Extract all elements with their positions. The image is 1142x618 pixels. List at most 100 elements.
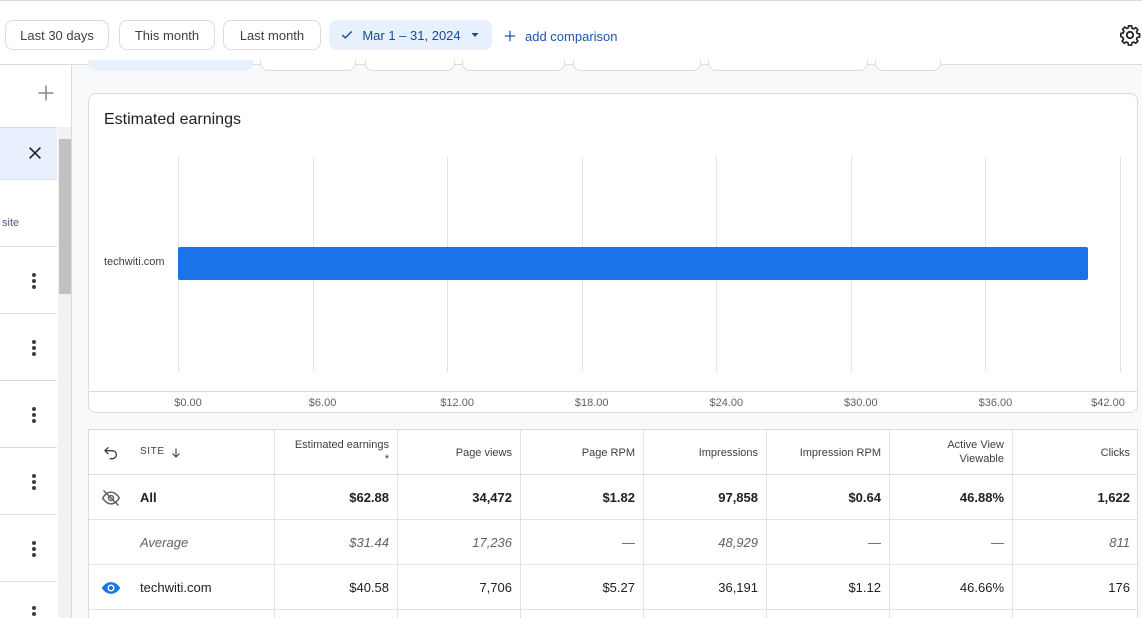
column-divider bbox=[889, 430, 890, 618]
filter-pill[interactable] bbox=[260, 60, 356, 71]
cell-page-views: 7,706 bbox=[479, 580, 512, 595]
chart-title: Estimated earnings bbox=[104, 111, 241, 128]
sidebar-row bbox=[0, 581, 57, 582]
y-category-label: techwiti.com bbox=[104, 256, 165, 268]
x-tick-label: $0.00 bbox=[174, 397, 202, 409]
filter-pill[interactable] bbox=[573, 60, 701, 71]
more-vert-icon[interactable] bbox=[32, 273, 36, 291]
cell-page-rpm: $1.82 bbox=[602, 490, 635, 505]
site-name[interactable]: All bbox=[140, 490, 157, 505]
column-divider bbox=[520, 430, 521, 618]
cell-page-views: 17,236 bbox=[472, 535, 512, 550]
column-divider bbox=[1012, 430, 1013, 618]
caret-down-icon bbox=[471, 33, 479, 37]
filter-pill[interactable] bbox=[708, 60, 868, 71]
more-vert-icon[interactable] bbox=[32, 340, 36, 358]
cell-clicks: 811 bbox=[1109, 535, 1130, 550]
filter-pill[interactable] bbox=[365, 60, 455, 71]
add-comparison-label: add comparison bbox=[525, 28, 618, 44]
site-name[interactable]: techwiti.com bbox=[140, 580, 212, 595]
cell-earnings: $40.58 bbox=[349, 580, 389, 595]
column-header-impressions[interactable]: Impressions bbox=[698, 447, 758, 459]
close-icon[interactable] bbox=[27, 145, 43, 161]
cell-impressions: 48,929 bbox=[718, 535, 758, 550]
column-header-page-rpm[interactable]: Page RPM bbox=[581, 447, 635, 459]
cell-earnings: $62.88 bbox=[349, 490, 389, 505]
cell-active-view: 46.88% bbox=[959, 490, 1004, 505]
more-vert-icon[interactable] bbox=[32, 606, 36, 618]
undo-icon[interactable] bbox=[103, 444, 119, 460]
column-header-page-views[interactable]: Page views bbox=[455, 447, 512, 459]
check-icon bbox=[342, 31, 353, 39]
more-vert-icon[interactable] bbox=[32, 474, 36, 492]
column-header-active-view-viewable[interactable]: Active View Viewable bbox=[894, 438, 1004, 466]
cell-active-view: — bbox=[991, 535, 1004, 550]
cell-page-rpm: $5.27 bbox=[602, 580, 635, 595]
add-comparison-button[interactable]: add comparison bbox=[503, 25, 618, 47]
sidebar-row bbox=[0, 514, 57, 515]
cell-page-views: 34,472 bbox=[472, 490, 512, 505]
visibility-off-icon[interactable] bbox=[101, 488, 121, 508]
x-tick-label: $6.00 bbox=[308, 397, 337, 409]
chip-last-month[interactable]: Last month bbox=[223, 20, 321, 50]
site-name: Average bbox=[140, 535, 189, 550]
chip-last-30-days[interactable]: Last 30 days bbox=[5, 20, 109, 50]
date-toolbar: Last 30 days This month Last month Mar 1… bbox=[0, 0, 1142, 65]
selected-date-range: Mar 1 – 31, 2024 bbox=[362, 27, 461, 43]
selected-panel-row[interactable] bbox=[0, 127, 57, 180]
chip-this-month[interactable]: This month bbox=[119, 20, 215, 50]
x-axis-baseline bbox=[89, 391, 1137, 392]
date-range-dropdown[interactable]: Mar 1 – 31, 2024 bbox=[329, 20, 492, 50]
x-tick-label: $30.00 bbox=[844, 397, 878, 409]
sidebar-row bbox=[0, 447, 57, 448]
x-tick-label: $36.00 bbox=[978, 397, 1013, 409]
visibility-icon[interactable] bbox=[101, 578, 121, 598]
sidebar-row bbox=[0, 313, 57, 314]
column-header-estimated-earnings[interactable]: Estimated earnings * bbox=[279, 438, 389, 466]
add-icon[interactable] bbox=[36, 83, 56, 103]
plus-icon bbox=[504, 30, 516, 42]
filter-pills-row bbox=[72, 60, 1142, 73]
x-tick-label: $18.00 bbox=[574, 397, 609, 409]
cell-impressions: 97,858 bbox=[718, 490, 758, 505]
arrow-down-icon[interactable] bbox=[170, 446, 182, 460]
settings-gear-icon[interactable] bbox=[1119, 24, 1141, 46]
sites-table: SITE Estimated earnings * Page views Pag… bbox=[88, 429, 1138, 618]
column-divider bbox=[766, 430, 767, 618]
filter-pill[interactable] bbox=[875, 60, 941, 71]
sidebar-row bbox=[0, 246, 57, 247]
cell-impression-rpm: $0.64 bbox=[848, 490, 881, 505]
cell-active-view: 46.66% bbox=[959, 580, 1004, 595]
column-divider bbox=[274, 430, 275, 618]
x-tick-label: $12.00 bbox=[440, 397, 474, 409]
more-vert-icon[interactable] bbox=[32, 407, 36, 425]
sidebar-site-label: site bbox=[2, 217, 20, 229]
scrollbar-thumb[interactable] bbox=[59, 139, 71, 294]
header-label: Active View bbox=[947, 439, 1004, 451]
table-header: SITE Estimated earnings * Page views Pag… bbox=[89, 430, 1137, 475]
cell-page-rpm: — bbox=[622, 535, 635, 550]
filter-pill[interactable] bbox=[462, 60, 565, 71]
sidebar-row bbox=[0, 380, 57, 381]
gridline bbox=[1120, 157, 1121, 372]
column-header-site[interactable]: SITE bbox=[140, 446, 165, 457]
bar-techwiti.com[interactable] bbox=[178, 247, 1089, 280]
cell-impressions: 36,191 bbox=[718, 580, 758, 595]
sidebar-scrollbar[interactable] bbox=[58, 127, 71, 618]
earnings-chart-card: Estimated earnings $0.00 $6.00 $12.00 $18.0… bbox=[88, 93, 1138, 413]
cell-clicks: 176 bbox=[1108, 580, 1130, 595]
x-tick-label: $42.00 bbox=[1091, 397, 1125, 409]
cell-impression-rpm: $1.12 bbox=[848, 580, 881, 595]
column-divider bbox=[643, 430, 644, 618]
cell-earnings: $31.44 bbox=[349, 535, 389, 550]
column-header-clicks[interactable]: Clicks bbox=[1100, 447, 1130, 459]
table-row-site: techwiti.com $40.58 7,706 $5.27 36,191 $… bbox=[89, 565, 1137, 610]
table-row-average: Average $31.44 17,236 — 48,929 — — 811 bbox=[89, 520, 1137, 565]
x-tick-label: $24.00 bbox=[709, 397, 744, 409]
column-header-impression-rpm[interactable]: Impression RPM bbox=[799, 447, 881, 459]
left-panel: site bbox=[0, 65, 72, 618]
cell-clicks: 1,622 bbox=[1097, 490, 1130, 505]
table-row-all: All $62.88 34,472 $1.82 97,858 $0.64 46.… bbox=[89, 475, 1137, 520]
filter-pill[interactable] bbox=[88, 60, 253, 71]
more-vert-icon[interactable] bbox=[32, 541, 36, 559]
